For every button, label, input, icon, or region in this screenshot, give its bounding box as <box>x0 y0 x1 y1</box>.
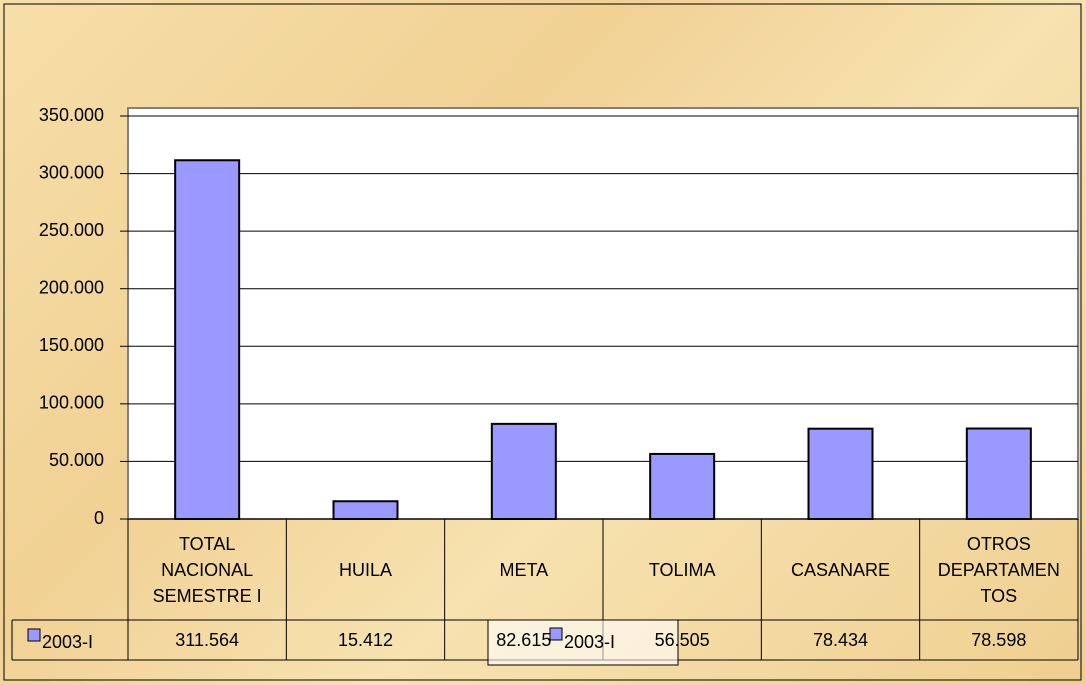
y-tick-label: 150.000 <box>39 335 104 355</box>
bar <box>490 422 557 520</box>
data-table-value: 311.564 <box>175 630 240 650</box>
legend-box <box>487 619 679 666</box>
category-label: TOTAL NACIONAL SEMESTRE I <box>152 533 262 606</box>
legend-swatch <box>27 628 41 642</box>
category-label: TOLIMA <box>648 559 716 580</box>
bar <box>332 500 399 520</box>
bar <box>965 427 1032 521</box>
category-label: META <box>499 559 549 580</box>
y-tick-label: 50.000 <box>49 450 104 470</box>
chart-border <box>3 3 1082 681</box>
category-label: OTROS DEPARTAMENTOS <box>937 533 1060 606</box>
y-tick-label: 350.000 <box>39 105 104 125</box>
y-tick-label: 100.000 <box>39 393 104 413</box>
data-table-value: 56.505 <box>654 630 710 650</box>
plot-area <box>127 107 1079 520</box>
bar <box>174 159 241 520</box>
bar <box>807 427 874 520</box>
data-table-value: 78.598 <box>971 630 1027 650</box>
data-table-value: 78.434 <box>812 630 869 650</box>
data-table-value: 15.412 <box>337 630 394 650</box>
legend-swatch <box>549 627 563 641</box>
legend-label: 2003-I <box>42 632 93 652</box>
y-tick-label: 300.000 <box>39 162 104 182</box>
legend-label: 2003-I <box>564 632 615 652</box>
category-label: CASANARE <box>790 559 890 580</box>
category-label: HUILA <box>338 559 392 580</box>
data-table-value: 82.615 <box>496 630 552 650</box>
y-tick-label: 200.000 <box>39 277 104 297</box>
bar <box>649 452 716 521</box>
y-tick-label: 250.000 <box>39 220 104 240</box>
y-tick-label: 0 <box>94 508 104 528</box>
